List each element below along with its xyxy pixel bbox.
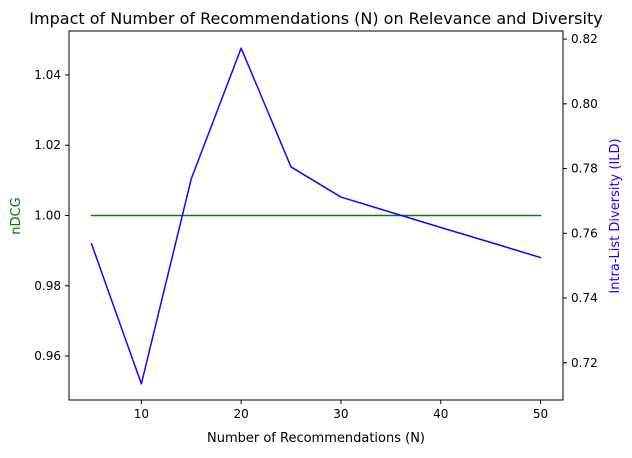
y-left-tick-label: 0.96 xyxy=(34,349,61,363)
y-right-tick-label: 0.78 xyxy=(571,162,598,176)
x-tick-label: 20 xyxy=(234,407,249,421)
chart-title: Impact of Number of Recommendations (N) … xyxy=(29,9,602,28)
series-layer xyxy=(90,47,542,385)
y-left-tick-label: 1.00 xyxy=(34,209,61,223)
y-right-tick-label: 0.74 xyxy=(571,291,598,305)
y-axis-left-label: nDCG xyxy=(9,197,24,234)
y-right-tick-label: 0.76 xyxy=(571,226,598,240)
x-tick-label: 50 xyxy=(533,407,548,421)
y-right-tick-label: 0.82 xyxy=(571,32,598,46)
x-tick-label: 40 xyxy=(433,407,448,421)
x-axis-label: Number of Recommendations (N) xyxy=(207,431,425,446)
y-right-tick-label: 0.80 xyxy=(571,97,598,111)
ild-series-line xyxy=(90,47,542,385)
y-left-tick-label: 1.04 xyxy=(34,68,61,82)
x-tick-label: 30 xyxy=(333,407,348,421)
x-tick-label: 10 xyxy=(134,407,149,421)
y-left-tick-label: 1.02 xyxy=(34,138,61,152)
axes-layer: 10 20 30 40 50 0.96 0.98 1.00 1.02 1.04 0.72 0.74 0.… xyxy=(34,32,597,421)
y-right-tick-label: 0.72 xyxy=(571,356,598,370)
y-left-tick-label: 0.98 xyxy=(34,279,61,293)
y-axis-right-label: Intra-List Diversity (ILD) xyxy=(608,138,623,293)
